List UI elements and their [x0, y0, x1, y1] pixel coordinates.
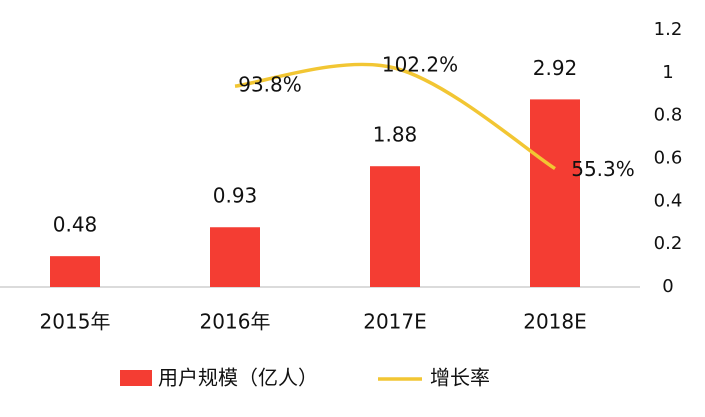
x-tick-label: 2018E	[523, 310, 587, 334]
y2-tick-label: 0.6	[654, 148, 683, 169]
y2-tick-label: 1.2	[654, 19, 683, 40]
y2-tick-label: 0	[662, 276, 673, 297]
data-label: 0.93	[213, 184, 258, 208]
y2-tick-label: 0.4	[654, 190, 683, 211]
data-label: 0.48	[53, 213, 98, 237]
line	[234, 62, 556, 171]
bar	[210, 227, 260, 287]
bar	[370, 166, 420, 287]
legend-label: 用户规模（亿人）	[158, 366, 318, 390]
x-tick-label: 2015年	[40, 310, 111, 334]
y2-tick-label: 0.2	[654, 233, 683, 254]
y2-tick-label: 1	[662, 62, 673, 83]
legend-swatch	[120, 370, 152, 386]
data-label: 2.92	[533, 56, 578, 80]
bar	[530, 99, 580, 287]
x-tick-label: 2016年	[200, 310, 271, 334]
bar	[50, 256, 100, 287]
data-label: 55.3%	[571, 157, 635, 181]
x-tick-label: 2017E	[363, 310, 427, 334]
y2-tick-label: 0.8	[654, 105, 683, 126]
data-label: 93.8%	[238, 73, 302, 97]
data-label: 1.88	[373, 123, 418, 147]
data-label: 102.2%	[382, 53, 458, 77]
legend-label: 增长率	[430, 366, 490, 390]
